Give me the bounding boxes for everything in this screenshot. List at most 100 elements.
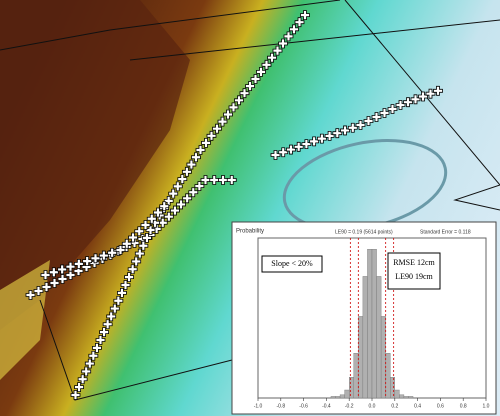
survey-point xyxy=(234,95,244,106)
survey-point xyxy=(239,88,250,99)
survey-point xyxy=(131,256,142,267)
survey-point xyxy=(134,248,145,259)
rmse-label: RMSE 12cm xyxy=(393,258,435,267)
survey-point xyxy=(163,196,174,206)
bar xyxy=(394,389,400,399)
x-tick-label: -0.4 xyxy=(322,403,331,409)
survey-point xyxy=(283,31,294,42)
x-tick-label: -0.2 xyxy=(345,403,354,409)
survey-point xyxy=(195,145,206,155)
label-box xyxy=(261,255,323,273)
bar xyxy=(367,248,373,399)
survey-point xyxy=(124,272,134,283)
survey-point xyxy=(355,120,366,130)
bar xyxy=(408,396,414,399)
survey-point xyxy=(40,270,51,280)
survey-point xyxy=(92,342,102,353)
survey-point xyxy=(309,136,320,147)
survey-point xyxy=(176,199,186,210)
bar xyxy=(403,396,409,399)
survey-point xyxy=(433,85,443,96)
x-tick-label: -1.0 xyxy=(254,403,263,409)
boundary xyxy=(0,0,341,51)
survey-point xyxy=(25,290,36,300)
x-tick-label: -0.8 xyxy=(276,403,285,409)
survey-point xyxy=(163,211,174,222)
y-axis-label: Probability xyxy=(236,229,264,235)
survey-point xyxy=(159,201,170,212)
le90-label: LE90 19cm xyxy=(395,272,433,281)
survey-point xyxy=(73,258,84,269)
survey-point xyxy=(418,91,428,102)
survey-point xyxy=(57,274,68,284)
survey-point xyxy=(95,335,106,345)
survey-point xyxy=(403,97,413,108)
survey-point xyxy=(170,205,180,216)
survey-point xyxy=(256,67,266,77)
survey-point xyxy=(286,144,296,155)
survey-point xyxy=(177,174,188,184)
survey-point xyxy=(340,125,350,136)
stat-header: LE90 = 0.19 (5614 points) xyxy=(335,229,393,235)
survey-point xyxy=(186,159,197,170)
survey-point xyxy=(121,238,132,249)
x-tick-label: 0.8 xyxy=(460,403,467,409)
survey-point xyxy=(371,112,382,122)
bar xyxy=(371,248,377,399)
survey-point xyxy=(387,104,398,114)
survey-point xyxy=(250,74,261,84)
survey-point xyxy=(109,303,120,314)
x-tick-label: 0.4 xyxy=(414,403,421,409)
survey-point xyxy=(77,374,88,385)
survey-point xyxy=(127,264,138,275)
x-tick-label: 0.2 xyxy=(391,403,398,409)
survey-points xyxy=(25,10,443,400)
survey-point xyxy=(90,253,101,264)
survey-point xyxy=(138,240,149,251)
survey-point xyxy=(82,256,93,267)
survey-point xyxy=(70,390,81,400)
survey-point xyxy=(212,123,222,134)
survey-point xyxy=(267,52,277,63)
bar xyxy=(344,389,350,399)
x-tick-label: 1.0 xyxy=(483,403,490,409)
survey-point xyxy=(410,94,421,105)
survey-point xyxy=(41,282,52,292)
survey-point xyxy=(194,181,205,192)
survey-point xyxy=(226,175,237,185)
x-tick-label: 0.0 xyxy=(369,403,376,409)
survey-point xyxy=(188,187,199,198)
survey-point xyxy=(88,350,99,361)
survey-point xyxy=(261,59,272,70)
survey-point xyxy=(172,181,183,192)
x-tick-label: 0.6 xyxy=(437,403,444,409)
bar xyxy=(390,377,395,399)
survey-point xyxy=(153,207,163,218)
survey-point xyxy=(134,226,145,237)
survey-point xyxy=(84,358,95,369)
bar xyxy=(362,276,368,399)
survey-point xyxy=(395,100,406,110)
survey-point xyxy=(206,130,217,141)
survey-point xyxy=(201,138,211,148)
x-tick-label: -0.6 xyxy=(299,403,308,409)
survey-point xyxy=(106,311,117,322)
bar xyxy=(349,377,354,399)
survey-point xyxy=(107,247,118,258)
survey-point xyxy=(278,147,289,158)
bar xyxy=(385,353,391,399)
survey-point xyxy=(33,286,44,296)
survey-point xyxy=(332,128,343,139)
bar xyxy=(330,396,336,399)
survey-point xyxy=(363,116,374,126)
survey-point xyxy=(65,261,76,272)
survey-point xyxy=(270,150,281,160)
slope-label: Slope < 20% xyxy=(271,259,313,268)
survey-point xyxy=(217,116,228,127)
survey-point xyxy=(289,24,299,35)
survey-point xyxy=(191,152,201,163)
label-box xyxy=(387,252,441,290)
survey-point xyxy=(347,122,358,133)
survey-point xyxy=(223,109,233,120)
survey-point xyxy=(140,220,151,230)
